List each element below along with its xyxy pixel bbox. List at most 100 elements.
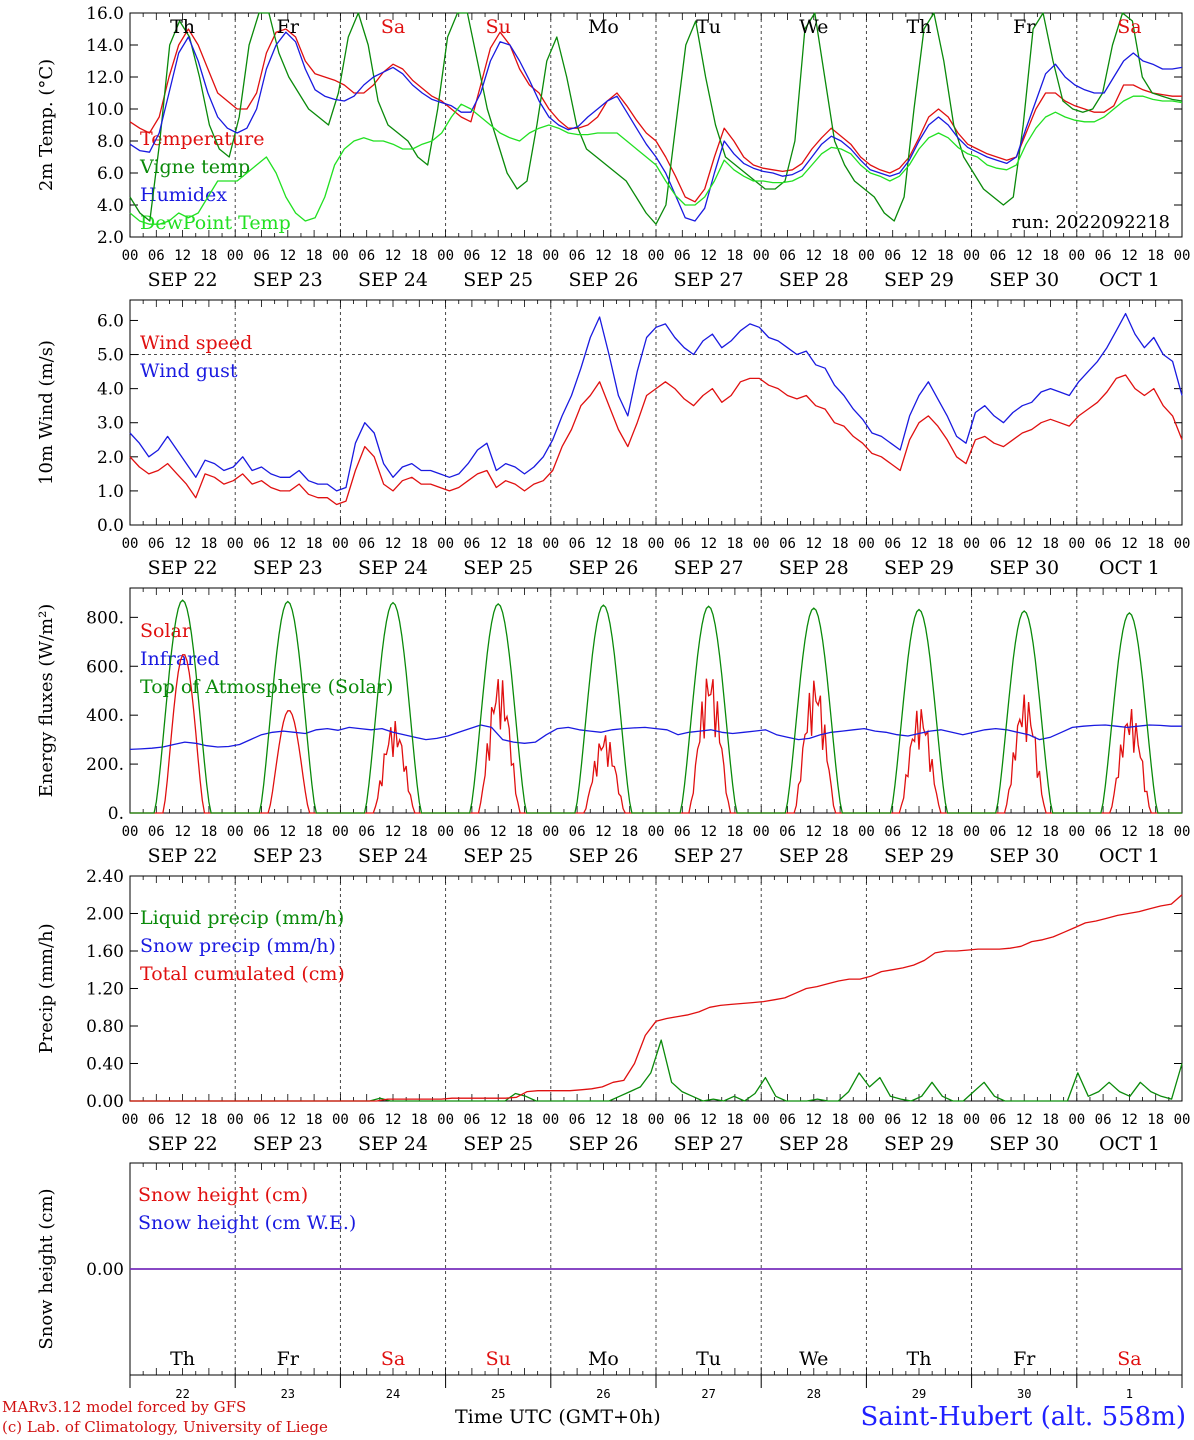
hour-label: 06 [253,536,270,552]
date-label: SEP 23 [253,557,323,579]
date-label: SEP 25 [463,1133,533,1155]
legend-label: Temperature [140,128,264,150]
date-label: SEP 22 [148,845,218,867]
lab-credit: (c) Lab. of Climatology, University of L… [2,1418,328,1436]
hour-label: 06 [148,824,165,840]
hour-label: 06 [463,248,480,264]
hour-label: 00 [1068,1112,1085,1128]
hour-label: 00 [648,1112,665,1128]
date-label: SEP 26 [568,269,638,291]
weekday-label: Fr [1013,1348,1036,1370]
hour-label: 18 [937,824,954,840]
hour-label: 18 [411,248,428,264]
hour-label: 18 [1042,824,1059,840]
hour-label: 18 [306,1112,323,1128]
y-tick-label: 10.0 [86,100,124,120]
weekday-label-top: We [799,16,828,38]
day-number-label: 27 [701,1387,715,1401]
hour-label: 06 [253,824,270,840]
hour-label: 18 [200,1112,217,1128]
hour-label: 18 [200,824,217,840]
hour-label: 06 [569,248,586,264]
hour-label: 06 [989,536,1006,552]
hour-label: 00 [648,824,665,840]
date-label: SEP 26 [568,845,638,867]
hour-label: 18 [726,1112,743,1128]
weekday-label-top: Sa [1117,16,1141,38]
hour-label: 00 [437,536,454,552]
hour-label: 06 [569,1112,586,1128]
hour-label: 06 [989,248,1006,264]
date-label: SEP 23 [253,269,323,291]
hour-label: 12 [700,1112,717,1128]
hour-label: 00 [648,536,665,552]
hour-label: 18 [516,1112,533,1128]
hour-label: 06 [884,248,901,264]
hour-label: 12 [385,248,402,264]
hour-label: 00 [1174,1112,1191,1128]
panel-precip: 0.00 0.40 0.80 1.20 1.60 2.00 2.40 Precip (mm/h… [36,867,1190,1155]
y-tick-label: 3.0 [97,414,124,434]
hour-label: 00 [1068,248,1085,264]
hour-label: 00 [1174,824,1191,840]
hour-label: 12 [700,824,717,840]
hour-label: 18 [621,1112,638,1128]
hour-label: 18 [621,248,638,264]
hour-label: 06 [1095,824,1112,840]
hour-label: 12 [174,824,191,840]
y-tick-label: 2.0 [97,448,124,468]
model-credit: MARv3.12 model forced by GFS [2,1398,247,1416]
date-label: SEP 30 [989,557,1059,579]
hour-label: 12 [279,536,296,552]
date-label: SEP 28 [779,557,849,579]
date-label: SEP 22 [148,557,218,579]
hour-label: 00 [648,248,665,264]
y-axis-title: 10m Wind (m/s) [36,340,57,485]
hour-label: 12 [174,248,191,264]
hour-label: 06 [884,536,901,552]
panel-wind: 0.0 1.0 2.0 3.0 4.0 5.0 6.0 10m Wind (m/s) Wind … [36,299,1191,579]
hour-label: 00 [1174,536,1191,552]
hour-label: 06 [674,1112,691,1128]
hour-label: 06 [358,824,375,840]
y-tick-label: 400. [86,706,124,726]
date-label: SEP 29 [884,269,954,291]
hour-label: 00 [437,824,454,840]
hour-label: 06 [779,248,796,264]
hour-label: 12 [385,1112,402,1128]
y-tick-label: 6.0 [97,311,124,331]
hour-label: 00 [332,824,349,840]
hour-label: 06 [1095,1112,1112,1128]
hour-label: 18 [726,824,743,840]
hour-label: 18 [306,824,323,840]
y-axis-title: Snow height (cm) [36,1188,57,1349]
date-label: SEP 26 [568,557,638,579]
date-label: SEP 23 [253,845,323,867]
hour-label: 00 [122,824,139,840]
hour-label: 00 [332,248,349,264]
date-label: SEP 28 [779,845,849,867]
y-tick-label: 0.40 [86,1055,124,1075]
hour-label: 18 [832,1112,849,1128]
hour-label: 18 [1147,248,1164,264]
hour-label: 18 [200,536,217,552]
date-label: SEP 24 [358,1133,428,1155]
day-number-label: 29 [912,1387,926,1401]
legend-label: Snow precip (mm/h) [140,935,336,957]
hour-label: 12 [911,248,928,264]
hour-label: 06 [779,536,796,552]
run-label: run: 2022092218 [1012,212,1170,233]
date-label: SEP 24 [358,269,428,291]
hour-label: 00 [1174,248,1191,264]
hour-label: 06 [358,248,375,264]
date-label: SEP 27 [674,269,744,291]
hour-label: 18 [832,536,849,552]
hour-label: 12 [700,536,717,552]
legend-label: Top of Atmosphere (Solar) [140,676,393,698]
hour-label: 18 [726,248,743,264]
hour-label: 00 [542,1112,559,1128]
hour-label: 06 [1095,248,1112,264]
hour-label: 00 [227,536,244,552]
hour-label: 00 [332,1112,349,1128]
